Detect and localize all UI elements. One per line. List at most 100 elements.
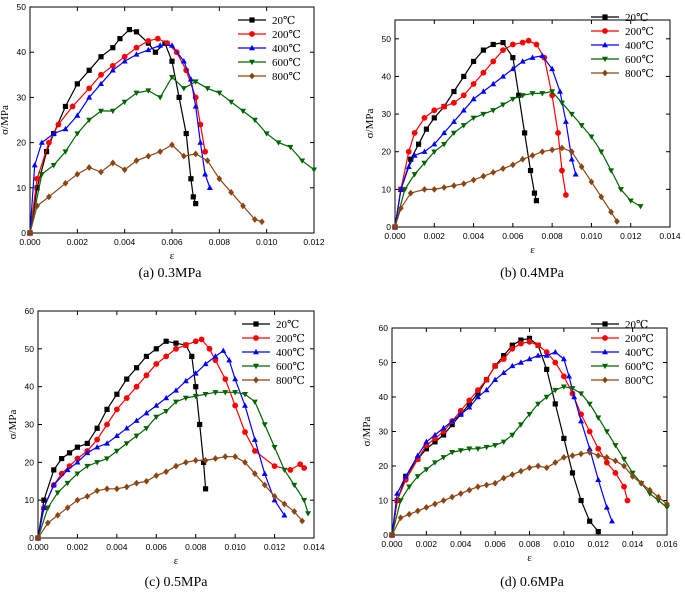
data-point [451,182,457,189]
data-point [518,467,524,475]
data-point [86,67,92,73]
data-point [598,193,605,201]
data-point [86,117,93,124]
data-point [603,504,610,510]
data-point [578,163,585,171]
data-point [529,54,536,60]
data-point [197,121,204,128]
data-point [500,165,506,173]
series-0 [35,338,209,541]
data-point [500,47,506,54]
data-point [406,510,413,518]
data-point [561,435,567,441]
data-point [522,130,528,136]
data-point [421,160,428,167]
series-3 [389,384,670,539]
data-point [492,479,498,487]
data-point [624,497,631,504]
series-line [29,144,263,234]
data-point [595,452,602,460]
series-3 [27,74,317,237]
legend-marker [253,348,259,355]
data-point [123,483,130,491]
data-point [451,99,457,106]
data-point [431,107,438,114]
x-tick-label: 0.002 [424,231,446,241]
x-tick-label: 0.008 [209,237,231,247]
data-point [552,401,558,407]
data-point [557,88,563,94]
y-tick-label: 20 [379,461,389,471]
series-line [29,44,211,234]
data-point [587,518,593,524]
data-point [212,353,219,359]
data-point [460,123,467,129]
data-point [192,370,199,376]
data-point [94,436,101,443]
x-tick-label: 0.010 [553,539,575,549]
panel-caption: (a) 0.3MPa [139,266,203,281]
data-point [145,152,152,160]
series-4 [392,144,620,231]
x-tick-label: 0.006 [146,542,168,552]
data-point [480,111,487,118]
x-tick-label: 0.014 [622,539,644,549]
data-point [222,453,229,461]
data-point [31,162,38,168]
x-tick-label: 0.012 [264,542,286,552]
data-point [560,384,567,390]
series-4 [27,141,265,237]
data-point [154,35,161,42]
x-tick-label: 0.006 [484,539,506,549]
panel-caption: (d) 0.6MPa [500,575,565,590]
legend-label: 200℃ [625,26,654,38]
data-point [104,485,110,493]
data-point [394,490,401,496]
data-point [578,450,584,458]
y-tick-label: 40 [382,71,392,81]
data-point [568,156,575,162]
legend-label: 600℃ [272,57,301,69]
data-point [588,134,595,140]
panel-caption: (c) 0.5MPa [145,575,209,590]
data-point [578,418,585,424]
data-point [232,375,239,382]
y-tick-label: 0 [29,533,34,543]
y-tick-label: 10 [25,495,35,505]
data-point [460,107,467,113]
y-tick-label: 30 [382,109,392,119]
data-point [470,81,477,87]
data-point [74,112,81,118]
data-point [94,425,100,431]
legend-marker [249,72,255,80]
data-point [441,129,448,136]
data-point [242,429,248,435]
data-point [568,148,575,156]
legend-label: 800℃ [272,71,301,83]
data-point [143,372,150,379]
data-point [608,208,614,216]
data-point [251,216,258,223]
data-point [421,114,428,121]
data-point [190,194,196,200]
data-point [133,29,140,35]
data-point [637,204,644,210]
data-point [450,130,457,137]
data-point [531,190,538,196]
data-point [405,163,412,169]
data-point [539,52,546,58]
data-point [121,53,128,60]
data-point [263,131,270,137]
data-point [562,192,569,198]
data-point [46,139,52,146]
data-point [169,42,175,48]
data-point [517,422,524,428]
x-tick-label: 0.000 [384,231,406,241]
data-point [598,149,605,155]
data-point [509,471,516,479]
data-point [483,376,490,383]
x-tick-label: 0.004 [106,542,128,552]
data-point [110,45,116,51]
data-point [535,352,542,358]
data-point [222,376,229,382]
